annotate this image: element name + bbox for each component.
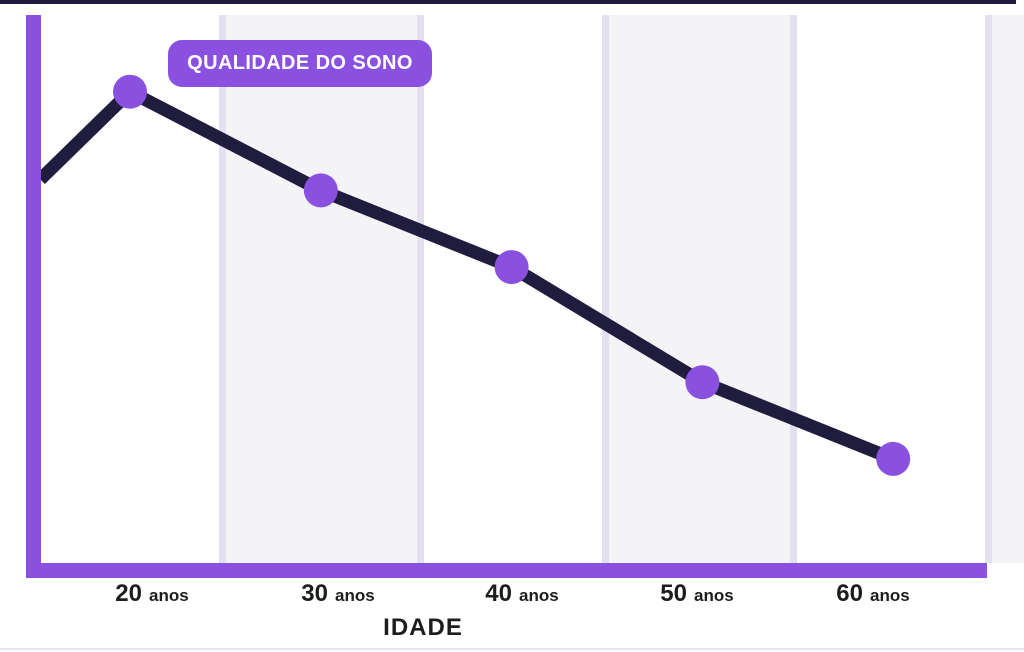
x-tick-label: 20 anos bbox=[115, 580, 188, 608]
tick-age-unit: anos bbox=[694, 586, 734, 605]
y-axis-bar bbox=[26, 15, 41, 578]
data-point-marker bbox=[685, 365, 720, 400]
plot-band bbox=[602, 15, 797, 563]
tick-age-unit: anos bbox=[335, 586, 375, 605]
tick-age-unit: anos bbox=[149, 586, 189, 605]
x-tick-label: 30 anos bbox=[301, 580, 374, 608]
data-point-marker bbox=[876, 441, 911, 476]
plot-band bbox=[985, 15, 1024, 563]
tick-age-unit: anos bbox=[519, 586, 559, 605]
tick-age-number: 40 bbox=[485, 580, 513, 607]
x-tick-label: 50 anos bbox=[660, 580, 733, 608]
bottom-border-line bbox=[0, 648, 1024, 650]
tick-age-number: 30 bbox=[301, 580, 329, 607]
chart-title-badge: QUALIDADE DO SONO bbox=[168, 40, 432, 87]
trend-line bbox=[35, 83, 896, 465]
x-tick-label: 40 anos bbox=[485, 580, 558, 608]
data-point-marker bbox=[303, 173, 338, 208]
tick-age-number: 50 bbox=[660, 580, 688, 607]
tick-age-unit: anos bbox=[870, 586, 910, 605]
top-border-line bbox=[0, 0, 1016, 4]
plot-band bbox=[219, 15, 424, 563]
tick-age-number: 60 bbox=[836, 580, 864, 607]
tick-age-number: 20 bbox=[115, 580, 143, 607]
x-axis-title: IDADE bbox=[383, 614, 463, 641]
data-point-marker bbox=[113, 74, 147, 109]
chart-title-text: QUALIDADE DO SONO bbox=[187, 52, 413, 74]
data-point-marker bbox=[494, 250, 529, 285]
x-axis-bar bbox=[41, 563, 987, 578]
x-tick-label: 60 anos bbox=[836, 580, 909, 608]
